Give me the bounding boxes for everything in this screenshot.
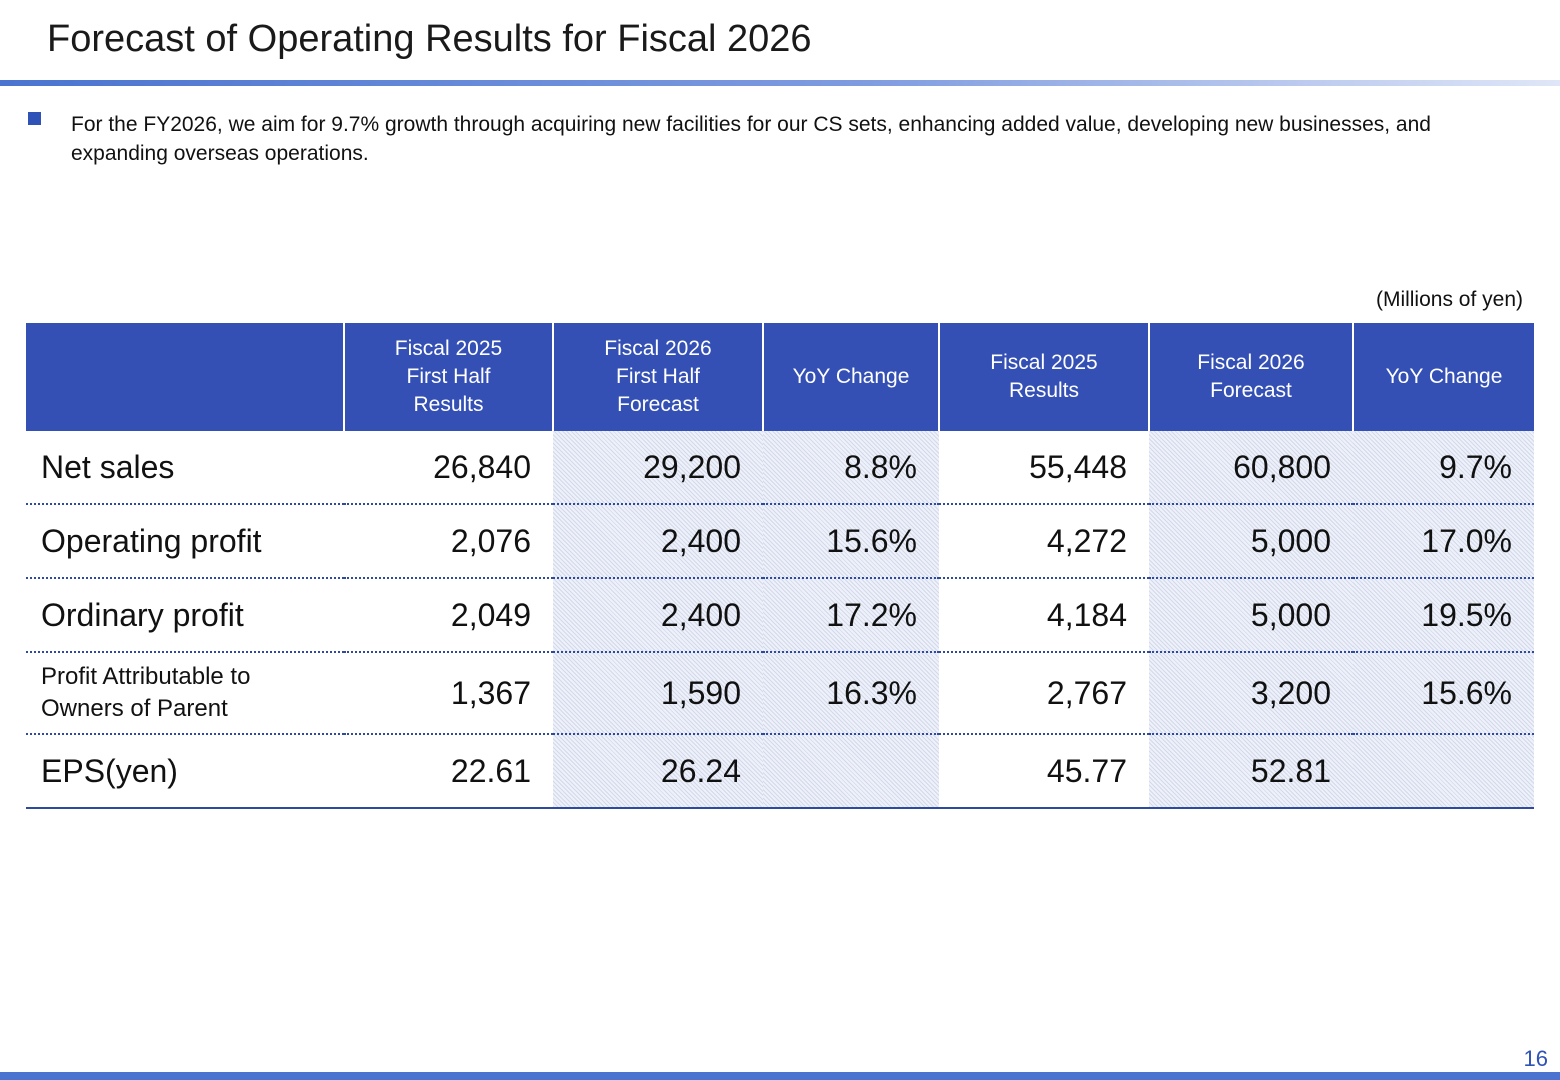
header-text: Fiscal 2026 First Half Forecast xyxy=(604,337,712,416)
header-yoy-change-first-half: YoY Change xyxy=(762,323,939,431)
table-row-net-sales: Net sales 26,840 29,200 8.8% 55,448 60,8… xyxy=(26,431,1534,505)
title-divider xyxy=(0,80,1560,86)
cell-value: 2,049 xyxy=(344,578,553,653)
square-bullet-icon xyxy=(28,112,41,125)
cell-value: 60,800 xyxy=(1149,431,1353,505)
table-row-eps: EPS(yen) 22.61 26.24 45.77 52.81 xyxy=(26,734,1534,809)
cell-value: 55,448 xyxy=(939,431,1149,505)
header-fy2026-first-half-forecast: Fiscal 2026 First Half Forecast xyxy=(552,323,763,431)
row-label: Profit Attributable to Owners of Parent xyxy=(26,652,344,735)
cell-value: 8.8% xyxy=(763,431,939,505)
header-text: YoY Change xyxy=(1385,365,1503,388)
table-row-ordinary-profit: Ordinary profit 2,049 2,400 17.2% 4,184 … xyxy=(26,578,1534,653)
header-fy2025-results: Fiscal 2025 Results xyxy=(938,323,1149,431)
forecast-table: Fiscal 2025 First Half Results Fiscal 20… xyxy=(26,323,1534,809)
cell-value: 5,000 xyxy=(1149,578,1353,653)
row-label: Net sales xyxy=(26,431,344,505)
cell-value: 52.81 xyxy=(1149,734,1353,809)
cell-value: 15.6% xyxy=(1353,652,1534,735)
cell-value: 4,184 xyxy=(939,578,1149,653)
cell-value: 2,076 xyxy=(344,504,553,579)
cell-value xyxy=(1353,734,1534,809)
cell-value: 17.2% xyxy=(763,578,939,653)
cell-value: 1,590 xyxy=(553,652,763,735)
cell-value: 26.24 xyxy=(553,734,763,809)
page-number: 16 xyxy=(1523,1046,1548,1071)
cell-value: 29,200 xyxy=(553,431,763,505)
header-yoy-change-full-year: YoY Change xyxy=(1352,323,1534,431)
cell-value: 2,400 xyxy=(553,504,763,579)
cell-value: 26,840 xyxy=(344,431,553,505)
header-label-column xyxy=(26,323,344,431)
summary-text: For the FY2026, we aim for 9.7% growth t… xyxy=(71,113,1431,165)
header-text: Fiscal 2025 First Half Results xyxy=(394,337,503,416)
row-label: EPS(yen) xyxy=(26,734,344,809)
header-text: YoY Change xyxy=(792,365,910,388)
header-text: Fiscal 2025 Results xyxy=(990,351,1098,402)
cell-value: 3,200 xyxy=(1149,652,1353,735)
cell-value: 2,767 xyxy=(939,652,1149,735)
cell-value: 4,272 xyxy=(939,504,1149,579)
row-label: Operating profit xyxy=(26,504,344,579)
cell-value: 15.6% xyxy=(763,504,939,579)
cell-value: 5,000 xyxy=(1149,504,1353,579)
table-row-profit-attributable: Profit Attributable to Owners of Parent … xyxy=(26,652,1534,735)
cell-value: 17.0% xyxy=(1353,504,1534,579)
cell-value: 9.7% xyxy=(1353,431,1534,505)
cell-value xyxy=(763,734,939,809)
units-note: (Millions of yen) xyxy=(1375,288,1523,311)
cell-value: 1,367 xyxy=(344,652,553,735)
header-fy2025-first-half-results: Fiscal 2025 First Half Results xyxy=(343,323,553,431)
row-label: Ordinary profit xyxy=(26,578,344,653)
table-header-row: Fiscal 2025 First Half Results Fiscal 20… xyxy=(26,323,1534,431)
footer-divider xyxy=(0,1072,1560,1080)
header-text: Fiscal 2026 Forecast xyxy=(1197,351,1305,402)
cell-value: 16.3% xyxy=(763,652,939,735)
cell-value: 2,400 xyxy=(553,578,763,653)
page-title: Forecast of Operating Results for Fiscal… xyxy=(47,18,812,60)
header-fy2026-forecast: Fiscal 2026 Forecast xyxy=(1148,323,1353,431)
cell-value: 19.5% xyxy=(1353,578,1534,653)
cell-value: 45.77 xyxy=(939,734,1149,809)
cell-value: 22.61 xyxy=(344,734,553,809)
summary-bullet: For the FY2026, we aim for 9.7% growth t… xyxy=(28,110,1508,168)
table-row-operating-profit: Operating profit 2,076 2,400 15.6% 4,272… xyxy=(26,504,1534,579)
